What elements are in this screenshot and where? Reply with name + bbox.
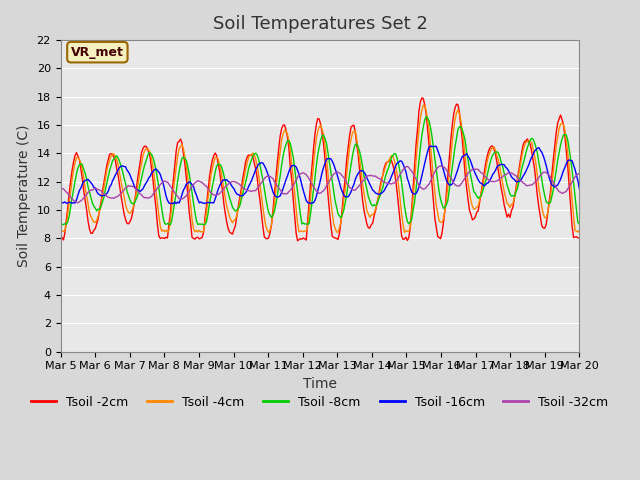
Tsoil -2cm bbox=[610, 236, 618, 241]
Line: Tsoil -16cm: Tsoil -16cm bbox=[61, 146, 614, 204]
Tsoil -16cm bbox=[535, 145, 543, 151]
Tsoil -4cm bbox=[609, 229, 616, 235]
Tsoil -32cm bbox=[57, 185, 65, 191]
Line: Tsoil -4cm: Tsoil -4cm bbox=[61, 105, 614, 232]
Tsoil -8cm bbox=[536, 167, 544, 173]
Tsoil -16cm bbox=[427, 143, 435, 149]
Tsoil -16cm bbox=[452, 170, 460, 176]
Tsoil -16cm bbox=[609, 200, 616, 206]
Tsoil -4cm bbox=[536, 194, 544, 200]
Title: Soil Temperatures Set 2: Soil Temperatures Set 2 bbox=[212, 15, 428, 33]
Tsoil -16cm bbox=[57, 200, 65, 206]
Tsoil -4cm bbox=[454, 107, 462, 113]
Tsoil -2cm bbox=[294, 238, 301, 244]
Tsoil -32cm bbox=[94, 187, 102, 192]
Line: Tsoil -8cm: Tsoil -8cm bbox=[61, 117, 614, 225]
Tsoil -4cm bbox=[401, 229, 408, 235]
Y-axis label: Soil Temperature (C): Soil Temperature (C) bbox=[17, 125, 31, 267]
Tsoil -16cm bbox=[76, 188, 83, 193]
Tsoil -16cm bbox=[93, 189, 100, 194]
Tsoil -32cm bbox=[77, 198, 84, 204]
Tsoil -8cm bbox=[343, 192, 351, 197]
Legend: Tsoil -2cm, Tsoil -4cm, Tsoil -8cm, Tsoil -16cm, Tsoil -32cm: Tsoil -2cm, Tsoil -4cm, Tsoil -8cm, Tsoi… bbox=[26, 391, 614, 414]
Tsoil -8cm bbox=[200, 222, 207, 228]
Tsoil -8cm bbox=[454, 126, 462, 132]
Tsoil -32cm bbox=[436, 163, 444, 169]
Line: Tsoil -2cm: Tsoil -2cm bbox=[61, 98, 614, 241]
Tsoil -2cm bbox=[536, 214, 544, 219]
X-axis label: Time: Time bbox=[303, 377, 337, 391]
Tsoil -8cm bbox=[422, 114, 430, 120]
Tsoil -2cm bbox=[454, 102, 462, 108]
Tsoil -4cm bbox=[341, 186, 349, 192]
Tsoil -2cm bbox=[609, 236, 616, 242]
Tsoil -2cm bbox=[418, 95, 426, 101]
Tsoil -32cm bbox=[536, 173, 544, 179]
Tsoil -4cm bbox=[419, 102, 427, 108]
Tsoil -4cm bbox=[76, 157, 83, 163]
Tsoil -8cm bbox=[76, 162, 83, 168]
Tsoil -16cm bbox=[610, 199, 618, 205]
Tsoil -4cm bbox=[610, 228, 618, 234]
Tsoil -16cm bbox=[341, 194, 349, 200]
Text: VR_met: VR_met bbox=[71, 46, 124, 59]
Tsoil -8cm bbox=[610, 221, 618, 227]
Tsoil -32cm bbox=[610, 183, 618, 189]
Tsoil -32cm bbox=[343, 180, 351, 186]
Tsoil -32cm bbox=[609, 182, 616, 188]
Tsoil -32cm bbox=[454, 183, 462, 189]
Tsoil -8cm bbox=[93, 208, 100, 214]
Tsoil -4cm bbox=[57, 228, 65, 233]
Tsoil -2cm bbox=[343, 157, 351, 163]
Tsoil -4cm bbox=[93, 217, 100, 223]
Tsoil -2cm bbox=[93, 221, 100, 227]
Tsoil -16cm bbox=[606, 201, 614, 206]
Tsoil -8cm bbox=[57, 221, 65, 227]
Line: Tsoil -32cm: Tsoil -32cm bbox=[61, 166, 614, 203]
Tsoil -32cm bbox=[74, 200, 82, 205]
Tsoil -2cm bbox=[76, 156, 83, 162]
Tsoil -2cm bbox=[57, 234, 65, 240]
Tsoil -8cm bbox=[609, 222, 616, 228]
